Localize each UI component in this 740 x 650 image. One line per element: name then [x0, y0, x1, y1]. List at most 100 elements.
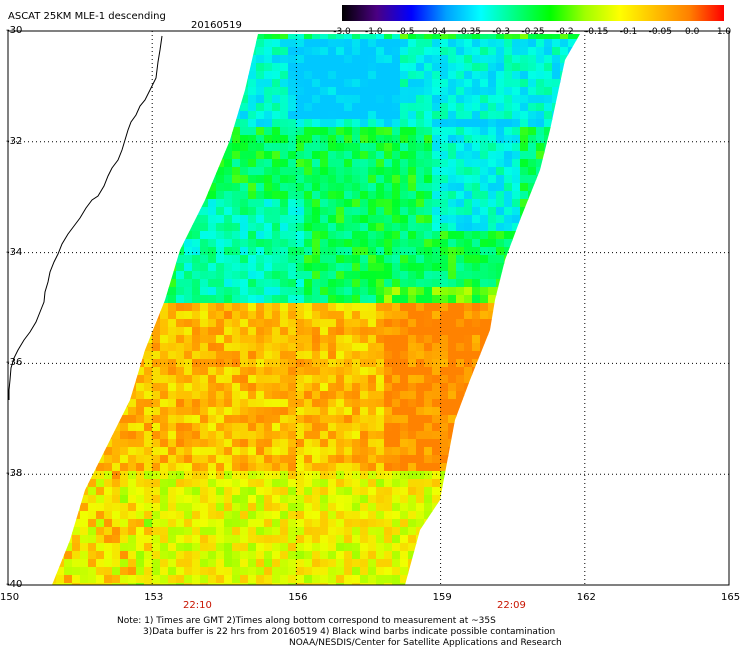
- swath-cell: [384, 391, 393, 400]
- swath-cell: [416, 207, 425, 216]
- swath-cell: [344, 423, 353, 432]
- swath-cell: [112, 455, 121, 464]
- swath-cell: [528, 199, 537, 208]
- swath-cell: [464, 255, 473, 264]
- swath-cell: [344, 335, 353, 344]
- swath-cell: [328, 34, 337, 40]
- swath-cell: [184, 431, 193, 440]
- swath-cell: [224, 191, 233, 200]
- swath-cell: [280, 375, 289, 384]
- swath-cell: [104, 415, 113, 424]
- swath-cell: [360, 479, 369, 488]
- swath-cell: [344, 415, 353, 424]
- swath-cell: [392, 327, 401, 336]
- swath-cell: [320, 175, 329, 184]
- swath-cell: [456, 543, 465, 552]
- swath-cell: [152, 439, 161, 448]
- swath-cell: [184, 439, 193, 448]
- swath-cell: [224, 439, 233, 448]
- swath-cell: [256, 511, 265, 520]
- swath-cell: [168, 159, 177, 168]
- swath-cell: [280, 495, 289, 504]
- swath-cell: [480, 471, 489, 480]
- swath-cell: [352, 447, 361, 456]
- swath-cell: [272, 351, 281, 360]
- swath-cell: [232, 519, 241, 528]
- swath-cell: [528, 71, 537, 80]
- swath-cell: [136, 47, 145, 56]
- swath-cell: [408, 463, 417, 472]
- swath-cell: [288, 455, 297, 464]
- swath-cell: [336, 167, 345, 176]
- swath-cell: [568, 247, 577, 256]
- swath-cell: [232, 263, 241, 272]
- swath-cell: [456, 287, 465, 296]
- swath-cell: [448, 503, 457, 512]
- swath-cell: [184, 111, 193, 120]
- swath-cell: [496, 247, 505, 256]
- swath-cell: [136, 535, 145, 544]
- swath-cell: [472, 167, 481, 176]
- swath-cell: [560, 183, 569, 192]
- swath-cell: [384, 55, 393, 64]
- swath-cell: [104, 439, 113, 448]
- swath-cell: [536, 327, 545, 336]
- swath-cell: [472, 503, 481, 512]
- swath-cell: [592, 127, 601, 136]
- swath-cell: [456, 263, 465, 272]
- swath-cell: [112, 535, 121, 544]
- swath-cell: [248, 559, 257, 568]
- swath-cell: [520, 151, 529, 160]
- swath-cell: [368, 407, 377, 416]
- swath-cell: [72, 71, 81, 80]
- swath-cell: [264, 279, 273, 288]
- swath-cell: [304, 463, 313, 472]
- swath-cell: [264, 471, 273, 480]
- swath-cell: [224, 399, 233, 408]
- swath-cell: [352, 159, 361, 168]
- swath-cell: [408, 335, 417, 344]
- swath-cell: [216, 111, 225, 120]
- swath-cell: [216, 335, 225, 344]
- swath-cell: [104, 367, 113, 376]
- swath-cell: [448, 407, 457, 416]
- swath-cell: [384, 439, 393, 448]
- swath-cell: [256, 367, 265, 376]
- swath-cell: [72, 34, 81, 40]
- swath-cell: [384, 367, 393, 376]
- swath-cell: [352, 471, 361, 480]
- swath-cell: [384, 335, 393, 344]
- swath-cell: [392, 391, 401, 400]
- colorbar-tick-label: -3.0: [333, 27, 351, 37]
- swath-cell: [512, 431, 521, 440]
- swath-cell: [208, 447, 217, 456]
- swath-cell: [256, 399, 265, 408]
- swath-cell: [320, 439, 329, 448]
- swath-cell: [440, 87, 449, 96]
- swath-cell: [272, 127, 281, 136]
- swath-cell: [472, 583, 481, 585]
- swath-cell: [376, 343, 385, 352]
- swath-cell: [112, 47, 121, 56]
- swath-cell: [288, 431, 297, 440]
- swath-cell: [152, 159, 161, 168]
- swath-cell: [240, 303, 249, 312]
- swath-cell: [440, 239, 449, 248]
- swath-cell: [408, 159, 417, 168]
- swath-cell: [448, 575, 457, 584]
- swath-cell: [88, 34, 97, 40]
- swath-cell: [72, 143, 81, 152]
- swath-cell: [280, 463, 289, 472]
- swath-cell: [456, 495, 465, 504]
- swath-cell: [496, 231, 505, 240]
- swath-cell: [536, 535, 545, 544]
- swath-cell: [216, 319, 225, 328]
- swath-cell: [56, 143, 65, 152]
- swath-cell: [528, 559, 537, 568]
- swath-cell: [472, 215, 481, 224]
- swath-cell: [496, 567, 505, 576]
- swath-cell: [192, 351, 201, 360]
- swath-cell: [88, 415, 97, 424]
- swath-cell: [432, 215, 441, 224]
- swath-cell: [72, 239, 81, 248]
